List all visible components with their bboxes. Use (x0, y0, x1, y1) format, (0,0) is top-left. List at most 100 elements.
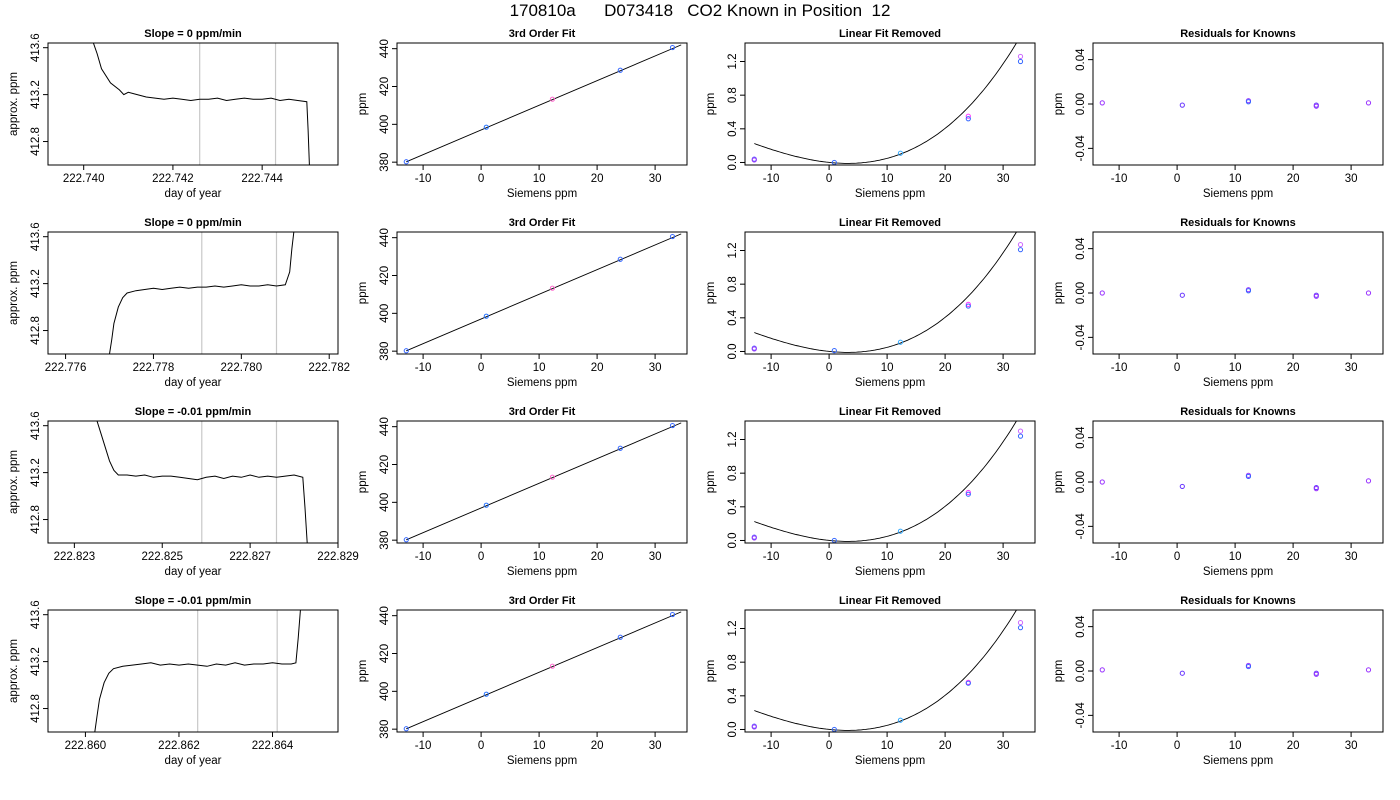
data-point (1179, 483, 1185, 490)
x-tick-label: 20 (939, 551, 952, 563)
x-tick-label: -10 (415, 173, 432, 185)
y-tick-label: 400 (379, 304, 391, 323)
fit-line (406, 44, 682, 163)
x-tick-label: -10 (763, 740, 780, 752)
y-tick-label: 1.2 (727, 54, 739, 70)
x-tick-label: 20 (1287, 362, 1300, 374)
panel-time-row-1: Slope = 0 ppm/min 222.740 222.742 222.744 da… (8, 28, 339, 200)
panel-title: Linear Fit Removed (839, 406, 941, 418)
x-tick-label: 222.740 (63, 173, 105, 185)
fit-line (406, 422, 682, 541)
plot-frame (396, 420, 688, 544)
plot-area (94, 610, 301, 732)
x-tick-label: -10 (1111, 173, 1128, 185)
data-point (483, 502, 489, 508)
y-axis-label: ppm (357, 660, 369, 682)
x-tick-label: -10 (763, 173, 780, 185)
x-tick-label: 10 (1229, 362, 1242, 374)
plot-frame (1092, 42, 1384, 166)
y-tick-label: 0.00 (1075, 471, 1087, 493)
plot-area (403, 611, 682, 732)
data-point (1179, 102, 1185, 108)
data-point (965, 680, 971, 686)
panel-resid-row-1: Residuals for Knowns -10 0 10 20 30 Siemens pp… (1053, 28, 1384, 200)
y-tick-label: 1.2 (727, 621, 739, 637)
data-point (1017, 53, 1024, 60)
y-tick-label: 0.00 (1075, 660, 1087, 682)
data-point (897, 339, 904, 345)
data-point (897, 528, 904, 534)
panel-resid-row-4: Residuals for Knowns -10 0 10 20 30 Siemens pp… (1053, 595, 1384, 767)
fit-curve (754, 610, 1017, 731)
series-line (96, 421, 308, 543)
x-tick-label: 10 (881, 740, 894, 752)
panel-fit-row-1: 3rd Order Fit -10 0 10 20 30 Siemens ppm 380 400… (357, 28, 688, 200)
data-point (1365, 478, 1372, 484)
y-tick-label: -0.04 (1075, 702, 1087, 729)
x-axis-label: day of year (165, 566, 222, 578)
plot-frame (396, 231, 688, 355)
x-tick-label: 20 (939, 362, 952, 374)
data-point (1179, 292, 1185, 298)
plot-frame (1092, 231, 1384, 355)
panel-linear-row-4: Linear Fit Removed -10 0 10 20 30 Siemens ppm 0… (705, 595, 1036, 767)
x-tick-label: 0 (478, 740, 484, 752)
series-line (92, 43, 310, 165)
x-axis-label: Siemens ppm (1203, 377, 1273, 389)
data-point (751, 724, 757, 730)
x-tick-label: 0 (826, 362, 832, 374)
data-point (751, 157, 757, 163)
panel-title: Residuals for Knowns (1180, 406, 1296, 418)
data-point (617, 67, 623, 73)
data-point (1017, 58, 1024, 65)
plot-area (403, 44, 682, 165)
data-point (1365, 290, 1372, 296)
data-point (617, 634, 623, 640)
y-tick-label: 0.8 (727, 87, 739, 103)
x-tick-label: 0 (1174, 173, 1180, 185)
plot-frame (1092, 609, 1384, 733)
panel-title: Residuals for Knowns (1180, 217, 1296, 229)
y-axis-label: ppm (357, 471, 369, 493)
plot-area (1099, 472, 1372, 492)
plot-area (1099, 98, 1372, 109)
data-point (965, 303, 971, 309)
y-tick-label: 413.6 (30, 33, 42, 62)
y-tick-label: -0.04 (1075, 513, 1087, 540)
x-tick-label: 10 (1229, 173, 1242, 185)
panel-title: Slope = 0 ppm/min (144, 217, 242, 229)
plot-area (109, 232, 295, 354)
y-tick-label: 0.04 (1075, 426, 1087, 449)
y-tick-label: 412.8 (30, 694, 42, 723)
plot-frame (744, 420, 1036, 544)
x-tick-label: 10 (533, 740, 546, 752)
x-tick-label: 10 (1229, 551, 1242, 563)
panel-title: Linear Fit Removed (839, 217, 941, 229)
y-tick-label: 413.6 (30, 411, 42, 440)
x-axis-label: Siemens ppm (855, 377, 925, 389)
plot-frame (1092, 420, 1384, 544)
panel-title: Linear Fit Removed (839, 595, 941, 607)
fit-curve (754, 43, 1017, 164)
panel-linear-row-3: Linear Fit Removed -10 0 10 20 30 Siemens ppm 0… (705, 406, 1036, 578)
y-tick-label: 413.2 (30, 647, 42, 676)
x-axis-label: Siemens ppm (507, 377, 577, 389)
y-tick-label: 413.2 (30, 458, 42, 487)
panel-linear-row-2: Linear Fit Removed -10 0 10 20 30 Siemens ppm 0… (705, 217, 1036, 389)
x-tick-label: 222.825 (141, 551, 183, 563)
x-tick-label: 222.860 (65, 740, 107, 752)
plot-frame (47, 231, 339, 355)
x-axis-label: Siemens ppm (855, 566, 925, 578)
x-axis-label: Siemens ppm (1203, 188, 1273, 200)
x-tick-label: 222.742 (152, 173, 194, 185)
data-point (549, 96, 556, 102)
x-tick-label: -10 (763, 551, 780, 563)
series-line (94, 610, 301, 732)
data-point (751, 535, 757, 541)
data-point (751, 346, 757, 352)
data-point (1245, 99, 1252, 105)
x-tick-label: 20 (591, 362, 604, 374)
plot-frame (744, 42, 1036, 166)
fit-curve (754, 421, 1017, 542)
